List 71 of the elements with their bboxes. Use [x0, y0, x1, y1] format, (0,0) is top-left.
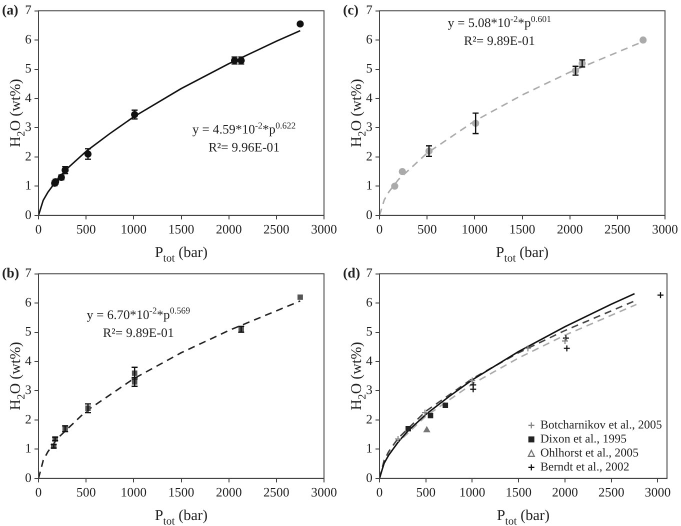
y-tick-label: 0: [25, 206, 32, 222]
x-tick-label: 0: [35, 222, 42, 237]
y-tick-label: 4: [25, 90, 32, 105]
annotation: R²= 9.96E-01: [208, 140, 280, 155]
x-tick-label: 3000: [311, 222, 337, 237]
x-tick-label: 0: [376, 484, 383, 500]
x-tick-label: 2000: [552, 484, 578, 500]
x-tick-label: 1500: [509, 222, 536, 237]
y-tick-label: 1: [25, 440, 32, 456]
x-tick-label: 3000: [644, 484, 671, 500]
chart-title: (c): [343, 3, 359, 18]
y-tick-label: 6: [25, 294, 32, 310]
x-tick-label: 2500: [263, 222, 290, 237]
y-tick-label: 3: [366, 119, 372, 134]
chart-title: (d): [343, 266, 360, 282]
x-tick-label: 1500: [168, 222, 194, 237]
y-tick-label: 2: [25, 411, 32, 426]
y-tick-label: 7: [366, 2, 373, 18]
annotation: R²= 9.89E-01: [464, 33, 535, 48]
y-tick-label: 1: [366, 178, 372, 193]
x-tick-label: 2000: [556, 222, 583, 237]
y-tick-label: 7: [25, 2, 32, 18]
y-tick-label: 7: [366, 265, 373, 280]
x-tick-label: 500: [417, 222, 437, 237]
y-tick-label: 6: [25, 31, 32, 46]
x-tick-label: 3000: [652, 222, 678, 237]
chart-title: (b): [2, 266, 20, 282]
x-tick-label: 2000: [216, 222, 242, 237]
y-tick-label: 0: [25, 470, 32, 485]
y-tick-label: 1: [25, 178, 32, 193]
x-tick-label: 1000: [459, 484, 486, 500]
x-tick-label: 2500: [598, 484, 624, 500]
y-tick-label: 2: [25, 148, 32, 164]
y-tick-label: 4: [366, 90, 373, 105]
x-tick-label: 2500: [604, 222, 630, 237]
x-tick-label: 2500: [263, 484, 290, 500]
y-tick-label: 2: [366, 411, 372, 426]
y-tick-label: 6: [366, 31, 373, 46]
legend-label: Ohlhorst et al., 2005: [540, 446, 639, 460]
y-tick-label: 4: [25, 352, 32, 368]
y-tick-label: 0: [366, 470, 372, 485]
x-tick-label: 500: [76, 222, 96, 237]
y-tick-label: 3: [25, 119, 32, 134]
x-tick-label: 3000: [311, 484, 337, 500]
x-tick-label: 1000: [120, 484, 147, 500]
y-tick-label: 5: [25, 324, 32, 339]
y-tick-label: 5: [366, 324, 372, 339]
y-tick-label: 7: [25, 265, 32, 280]
y-tick-label: 6: [366, 294, 373, 310]
y-tick-label: 5: [25, 60, 32, 76]
x-tick-label: 0: [376, 222, 383, 237]
y-tick-label: 5: [366, 60, 372, 76]
legend-label: Botcharnikov et al., 2005: [540, 418, 662, 432]
x-tick-label: 1500: [506, 484, 532, 500]
legend-label: Berndt et al., 2002: [540, 460, 630, 474]
x-tick-label: 2000: [216, 484, 242, 500]
y-tick-label: 4: [366, 352, 373, 368]
x-tick-label: 1000: [120, 222, 147, 237]
y-tick-label: 2: [366, 148, 372, 164]
y-tick-label: 0: [366, 206, 372, 222]
y-tick-label: 3: [25, 382, 32, 398]
chart-title: (a): [2, 3, 19, 18]
legend-label: Dixon et al., 1995: [540, 432, 627, 446]
y-tick-label: 3: [366, 382, 372, 398]
x-tick-label: 500: [416, 484, 436, 500]
x-tick-label: 1500: [168, 484, 194, 500]
y-tick-label: 1: [366, 440, 372, 456]
annotation: R²= 9.89E-01: [102, 324, 174, 340]
x-tick-label: 1000: [462, 222, 488, 237]
x-tick-label: 500: [76, 484, 96, 500]
x-tick-label: 0: [35, 484, 42, 500]
